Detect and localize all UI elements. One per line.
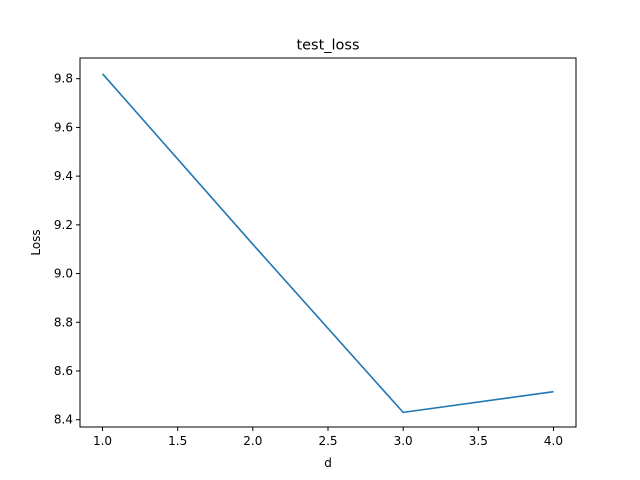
y-tick-label: 9.0 — [54, 267, 73, 281]
x-tick-label: 2.5 — [318, 434, 337, 448]
x-axis: 1.0 1.5 2.0 2.5 3.0 3.5 4.0 — [93, 427, 563, 448]
y-tick-label: 9.2 — [54, 218, 73, 232]
x-tick-label: 1.0 — [93, 434, 112, 448]
y-tick-label: 9.8 — [54, 72, 73, 86]
y-tick-label: 8.6 — [54, 364, 73, 378]
y-tick-label: 9.4 — [54, 169, 73, 183]
x-tick-label: 1.5 — [168, 434, 187, 448]
y-axis: 8.4 8.6 8.8 9.0 9.2 9.4 9.6 9.8 — [54, 72, 80, 427]
plot-frame — [79, 57, 577, 428]
x-tick-label: 3.5 — [469, 434, 488, 448]
x-axis-label: d — [324, 456, 332, 470]
y-axis-label: Loss — [29, 229, 43, 255]
y-tick-label: 8.4 — [54, 413, 73, 427]
y-tick-label: 9.6 — [54, 120, 73, 134]
chart-title: test_loss — [296, 38, 359, 54]
x-tick-label: 3.0 — [394, 434, 413, 448]
x-tick-label: 2.0 — [243, 434, 262, 448]
x-tick-label: 4.0 — [544, 434, 563, 448]
plot-area — [79, 57, 577, 428]
series-layer — [101, 73, 554, 414]
y-tick-label: 8.8 — [54, 315, 73, 329]
series-line-0 — [101, 73, 554, 414]
